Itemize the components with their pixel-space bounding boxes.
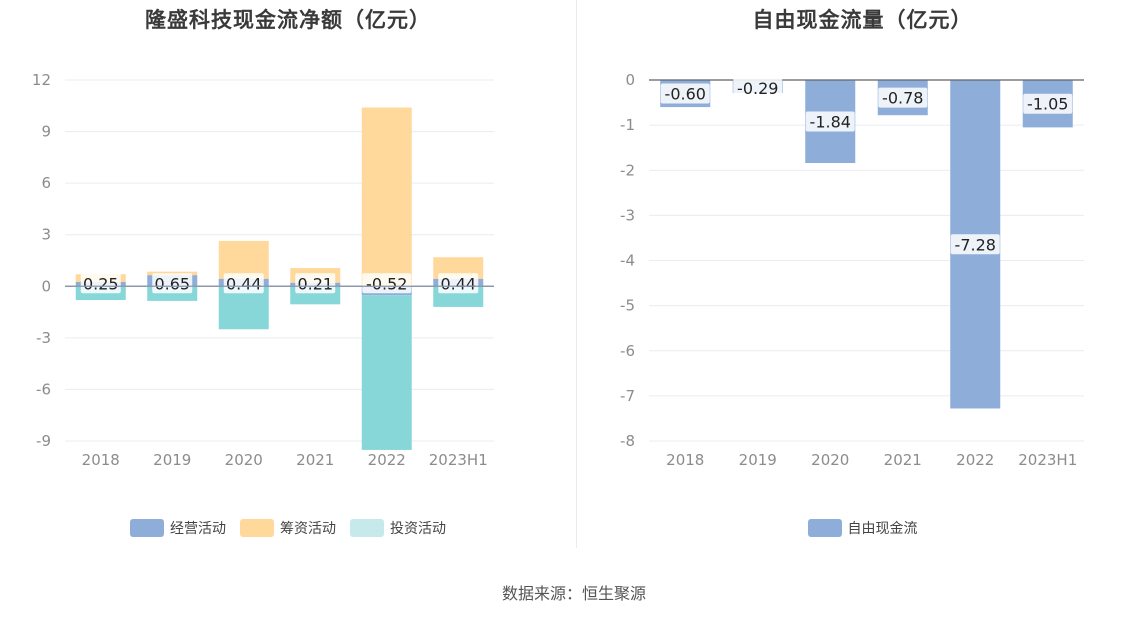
left-x-tick-label: 2021 — [296, 451, 334, 469]
cashflow-net-chart: 12 9 6 3 0 -3 -6 -9 2018 2019 2020 2021 2022 2023H1 0.… — [32, 71, 494, 469]
legend-right: 自由现金流 — [577, 518, 1148, 538]
right-y-tick-label: -5 — [620, 297, 635, 315]
legend-label-investing: 投资活动 — [390, 521, 446, 537]
left-data-label: 0.25 — [83, 274, 119, 293]
right-data-label-bg — [1023, 93, 1073, 114]
right-x-tick-label: 2022 — [956, 451, 994, 469]
left-y-tick-label: 12 — [32, 71, 51, 89]
legend-swatch-free-cashflow — [807, 519, 842, 537]
right-y-tick-label: -1 — [620, 116, 635, 134]
chart-title-right: 自由现金流量（亿元） — [752, 8, 973, 32]
legend-swatch-operating — [130, 519, 164, 537]
right-y-tick-label: -6 — [620, 342, 635, 360]
cashflow-net-chart-panel: 隆盛科技现金流净额（亿元） 12 9 6 3 0 -3 -6 -9 2018 2019 2020 20… — [0, 0, 576, 560]
left-data-label-bg — [152, 273, 193, 294]
left-x-tick-label: 2022 — [368, 451, 406, 469]
left-x-tick-label: 2020 — [225, 451, 263, 469]
left-data-label-bg — [223, 273, 264, 294]
left-data-label-bg — [362, 273, 412, 294]
left-bar-investing — [218, 286, 269, 330]
left-y-tick-label: 9 — [41, 123, 51, 141]
right-data-label-bg — [805, 111, 855, 132]
legend-item-financing[interactable]: 筹资活动 — [240, 518, 336, 538]
left-x-tick-label: 2018 — [82, 451, 120, 469]
right-y-tick-label: -3 — [620, 206, 635, 224]
right-y-tick-label: -7 — [620, 387, 635, 405]
right-y-tick-label: -4 — [620, 252, 635, 270]
right-data-label: -0.78 — [882, 89, 923, 108]
right-x-tick-label: 2020 — [811, 451, 849, 469]
legend-left: 经营活动 筹资活动 投资活动 — [0, 518, 576, 538]
right-x-tick-label: 2021 — [884, 451, 922, 469]
right-x-tick-label: 2019 — [739, 451, 777, 469]
right-y-tick-label: 0 — [625, 71, 635, 89]
right-data-label-bg — [733, 78, 783, 98]
left-data-label-bg — [80, 273, 121, 294]
legend-label-free-cashflow: 自由现金流 — [847, 521, 918, 537]
panel-divider — [576, 0, 577, 548]
left-data-label: 0.65 — [154, 274, 190, 293]
chart-title-left: 隆盛科技现金流净额（亿元） — [145, 8, 431, 32]
left-y-tick-label: 6 — [41, 174, 51, 192]
left-data-label: 0.44 — [226, 274, 262, 293]
left-data-label: 0.21 — [297, 274, 333, 293]
legend-swatch-financing — [240, 519, 274, 537]
left-x-tick-label: 2023H1 — [429, 451, 488, 469]
right-data-label-bg — [878, 87, 928, 108]
left-data-label-bg — [438, 273, 479, 294]
legend-label-operating: 经营活动 — [170, 521, 226, 537]
left-x-tick-label: 2019 — [153, 451, 191, 469]
right-y-tick-label: -2 — [620, 161, 635, 179]
right-x-tick-label: 2018 — [666, 451, 704, 469]
right-y-tick-label: -8 — [620, 432, 635, 450]
legend-item-operating[interactable]: 经营活动 — [130, 518, 226, 538]
left-data-label: -0.52 — [366, 274, 407, 293]
free-cashflow-chart: 0 -1 -2 -3 -4 -5 -6 -7 -8 2018 2019 2020 2021 2022 202… — [620, 71, 1084, 469]
left-bar-financing — [218, 240, 269, 279]
right-data-label: -1.05 — [1027, 95, 1068, 114]
legend-item-free-cashflow[interactable]: 自由现金流 — [807, 518, 918, 538]
left-bar-investing — [361, 295, 412, 450]
legend-label-financing: 筹资活动 — [280, 521, 336, 537]
legend-item-investing[interactable]: 投资活动 — [350, 518, 446, 538]
right-data-label: -1.84 — [810, 113, 851, 132]
right-data-label-bg — [660, 83, 710, 104]
left-data-label-bg — [295, 273, 336, 294]
left-y-tick-label: 0 — [41, 277, 51, 295]
right-data-label: -0.60 — [665, 85, 706, 104]
left-y-tick-label: -3 — [36, 329, 51, 347]
right-data-label: -0.29 — [737, 79, 778, 98]
right-data-label-bg — [950, 234, 1000, 255]
data-source-note: 数据来源：恒生聚源 — [501, 584, 646, 603]
left-y-tick-label: -9 — [36, 432, 51, 450]
left-bar-financing — [361, 107, 412, 287]
left-y-tick-label: 3 — [41, 226, 51, 244]
left-data-label: 0.44 — [440, 274, 476, 293]
left-y-tick-label: -6 — [36, 380, 51, 398]
legend-swatch-investing — [350, 519, 384, 537]
free-cashflow-chart-panel: 自由现金流量（亿元） 0 -1 -2 -3 -4 -5 -6 -7 -8 2018 2019 2020… — [577, 0, 1148, 560]
right-x-tick-label: 2023H1 — [1018, 451, 1077, 469]
right-data-label: -7.28 — [955, 235, 996, 254]
